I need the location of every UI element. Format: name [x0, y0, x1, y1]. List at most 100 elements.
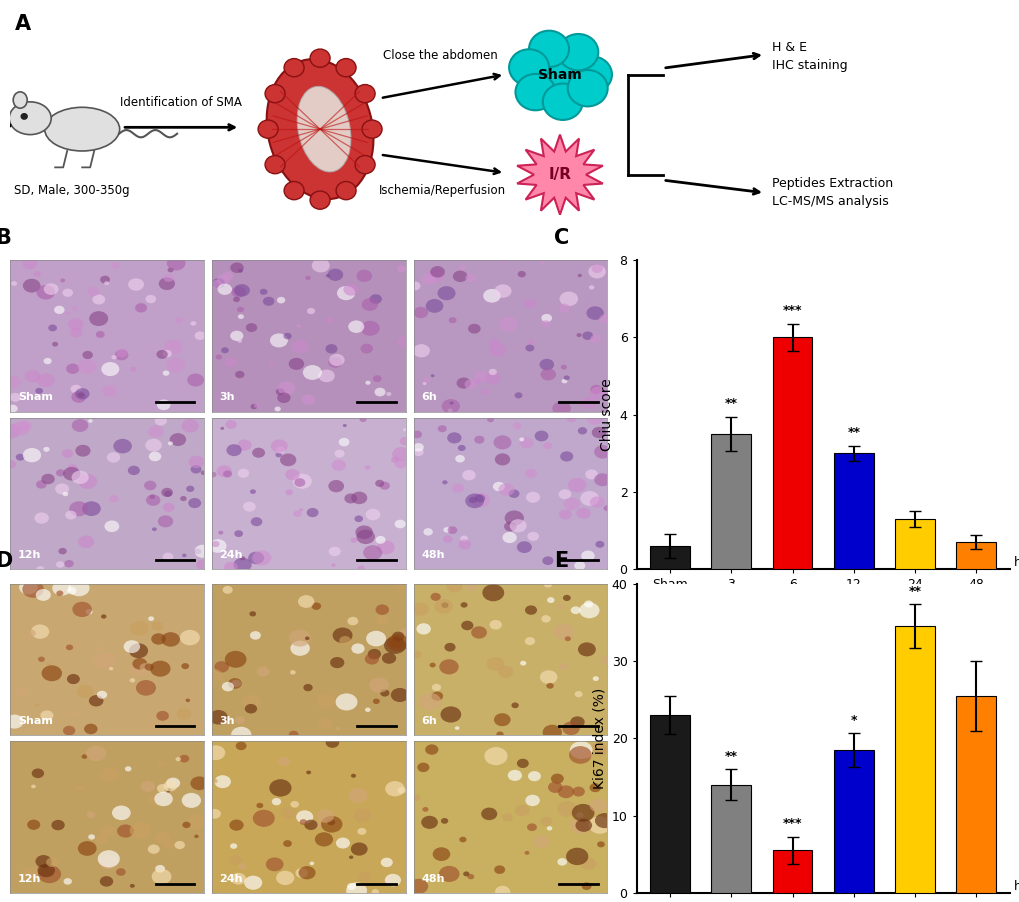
Circle shape	[309, 861, 314, 865]
Circle shape	[56, 561, 64, 567]
Circle shape	[441, 603, 448, 608]
Circle shape	[422, 273, 436, 285]
Circle shape	[532, 835, 548, 848]
Circle shape	[593, 474, 610, 486]
Circle shape	[88, 419, 93, 423]
Circle shape	[487, 417, 493, 422]
Circle shape	[365, 707, 370, 712]
Text: I/R: I/R	[548, 167, 571, 182]
Circle shape	[469, 497, 477, 503]
Circle shape	[586, 411, 602, 425]
Circle shape	[412, 430, 422, 438]
Circle shape	[44, 283, 58, 295]
Ellipse shape	[9, 102, 51, 134]
Circle shape	[375, 480, 384, 487]
Circle shape	[496, 732, 503, 737]
Circle shape	[368, 649, 381, 659]
Circle shape	[251, 404, 257, 410]
Circle shape	[412, 794, 421, 801]
Circle shape	[269, 779, 291, 796]
Circle shape	[539, 359, 553, 370]
Circle shape	[351, 643, 364, 654]
Circle shape	[201, 471, 206, 475]
Circle shape	[328, 357, 342, 368]
Circle shape	[396, 265, 406, 272]
Circle shape	[298, 595, 314, 608]
Circle shape	[335, 181, 356, 199]
Text: 48h: 48h	[421, 874, 444, 884]
Circle shape	[594, 744, 606, 754]
Circle shape	[413, 443, 424, 452]
Bar	[834, 750, 873, 893]
Circle shape	[75, 644, 79, 648]
Circle shape	[303, 365, 322, 380]
Circle shape	[145, 438, 162, 452]
Circle shape	[129, 621, 149, 636]
Circle shape	[89, 695, 103, 706]
Circle shape	[36, 589, 51, 601]
Circle shape	[527, 339, 534, 345]
Circle shape	[440, 706, 461, 723]
Circle shape	[163, 371, 169, 376]
Circle shape	[83, 351, 93, 359]
Circle shape	[484, 747, 507, 765]
Circle shape	[96, 331, 105, 338]
Circle shape	[127, 465, 140, 475]
Circle shape	[155, 416, 167, 426]
Circle shape	[528, 771, 540, 781]
Circle shape	[248, 552, 264, 565]
Circle shape	[36, 704, 40, 706]
Circle shape	[589, 783, 600, 792]
Circle shape	[403, 428, 407, 431]
Circle shape	[271, 798, 281, 805]
Circle shape	[170, 344, 174, 347]
Circle shape	[243, 502, 256, 511]
Circle shape	[465, 493, 484, 508]
Circle shape	[156, 711, 169, 721]
Circle shape	[42, 474, 55, 484]
Circle shape	[461, 603, 467, 608]
Circle shape	[221, 347, 228, 354]
Circle shape	[191, 465, 202, 474]
Circle shape	[129, 366, 137, 372]
Circle shape	[128, 643, 148, 658]
Circle shape	[97, 691, 107, 699]
Circle shape	[113, 439, 131, 454]
Circle shape	[149, 795, 163, 805]
Circle shape	[380, 689, 389, 696]
Circle shape	[303, 684, 313, 691]
Circle shape	[67, 465, 77, 473]
Circle shape	[155, 832, 171, 844]
Circle shape	[36, 480, 47, 489]
Circle shape	[284, 59, 304, 77]
Text: Sham: Sham	[538, 68, 581, 81]
Circle shape	[365, 653, 379, 665]
Circle shape	[151, 621, 163, 630]
Circle shape	[300, 819, 307, 825]
Circle shape	[216, 465, 231, 477]
Circle shape	[488, 343, 505, 357]
Circle shape	[181, 663, 189, 669]
Circle shape	[458, 539, 471, 549]
Circle shape	[328, 480, 343, 492]
Circle shape	[380, 858, 392, 867]
Circle shape	[62, 492, 68, 496]
Circle shape	[493, 865, 504, 874]
Circle shape	[315, 833, 333, 846]
Circle shape	[452, 271, 467, 282]
Bar	[711, 785, 751, 893]
Circle shape	[334, 449, 344, 457]
Circle shape	[494, 886, 510, 897]
Circle shape	[546, 826, 551, 831]
Circle shape	[263, 297, 274, 306]
Bar	[772, 851, 812, 893]
Circle shape	[117, 824, 133, 838]
Circle shape	[577, 274, 581, 277]
Circle shape	[422, 382, 426, 385]
Circle shape	[598, 315, 610, 324]
Circle shape	[128, 279, 144, 290]
Circle shape	[547, 781, 562, 793]
Circle shape	[275, 389, 284, 395]
Circle shape	[437, 425, 446, 432]
Circle shape	[292, 474, 312, 489]
